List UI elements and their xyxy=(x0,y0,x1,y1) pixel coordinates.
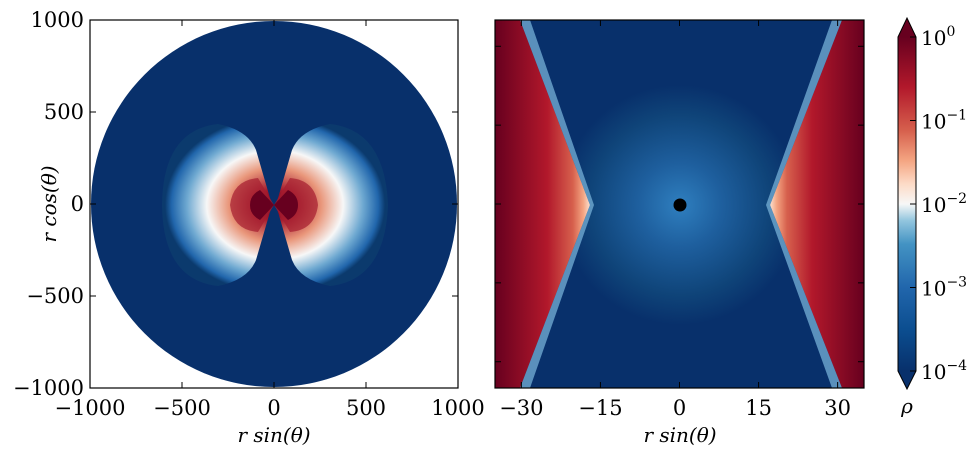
central-black-point xyxy=(673,198,687,212)
colorbar-tick-label: 100 xyxy=(921,24,955,50)
right-wedge xyxy=(770,20,864,388)
colorbar-tick-exponent: −1 xyxy=(946,108,967,124)
left-x-ticks: −1000 −500 0 500 1000 xyxy=(54,20,485,420)
core-right-inner xyxy=(274,190,298,220)
colorbar-label: ρ xyxy=(900,394,913,418)
right-heatmap xyxy=(495,20,864,388)
colorbar-extend-top xyxy=(898,18,916,37)
right-lobe xyxy=(276,124,388,286)
colorbar-tick-base: 10 xyxy=(921,360,946,384)
right-x-axis-label: r sin(θ) xyxy=(643,423,716,447)
colorbar-tick-base: 10 xyxy=(921,193,946,217)
colorbar-tick-exponent: 0 xyxy=(946,24,955,40)
left-x-tick-label: 0 xyxy=(267,396,280,420)
core-left-inner xyxy=(250,190,274,220)
colorbar-tick-exponent: −2 xyxy=(946,191,967,207)
colorbar-tick-exponent: −3 xyxy=(946,275,967,291)
right-x-tick-label: 0 xyxy=(673,396,686,420)
colorbar-tick-label: 10−4 xyxy=(921,358,967,384)
right-x-tick-label: 15 xyxy=(745,396,772,420)
left-panel: −1000 −500 0 500 1000 −1000 −500 0 500 1000 r si… xyxy=(13,8,485,447)
left-y-tick-label: −500 xyxy=(26,284,84,308)
left-y-tick-label: 500 xyxy=(44,100,84,124)
left-y-tick-label: 1000 xyxy=(31,8,84,32)
left-y-axis-label: r cos(θ) xyxy=(37,165,61,242)
left-x-axis-label: r sin(θ) xyxy=(237,423,310,447)
disk xyxy=(91,21,457,387)
left-x-tick-label: 1000 xyxy=(431,396,484,420)
left-y-tick-label: 0 xyxy=(71,192,84,216)
left-x-tick-label: 500 xyxy=(346,396,386,420)
left-x-tick-label: −1000 xyxy=(54,396,125,420)
left-x-tick-label: −500 xyxy=(153,396,211,420)
right-x-ticks: −30 −15 0 15 30 xyxy=(495,20,864,420)
left-wedge xyxy=(495,20,590,388)
colorbar-tick-label: 10−3 xyxy=(921,275,967,301)
colorbar-extend-bottom xyxy=(898,371,916,389)
left-heatmap xyxy=(91,21,457,387)
colorbar-tick-base: 10 xyxy=(921,277,946,301)
right-x-tick-label: −15 xyxy=(578,396,622,420)
right-x-tick-label: −30 xyxy=(499,396,543,420)
colorbar-tick-label: 10−1 xyxy=(921,108,967,134)
colorbar-tick-label: 10−2 xyxy=(921,191,967,217)
left-y-tick-label: −1000 xyxy=(13,376,84,400)
right-panel: −30 −15 0 15 30 r sin(θ) xyxy=(494,19,865,447)
colorbar-tick-base: 10 xyxy=(921,110,946,134)
left-lobe xyxy=(162,124,272,286)
right-x-tick-label: 30 xyxy=(824,396,851,420)
left-y-ticks: −1000 −500 0 500 1000 xyxy=(13,8,458,400)
colorbar-tick-exponent: −4 xyxy=(946,358,967,374)
colorbar-tick-base: 10 xyxy=(921,26,946,50)
